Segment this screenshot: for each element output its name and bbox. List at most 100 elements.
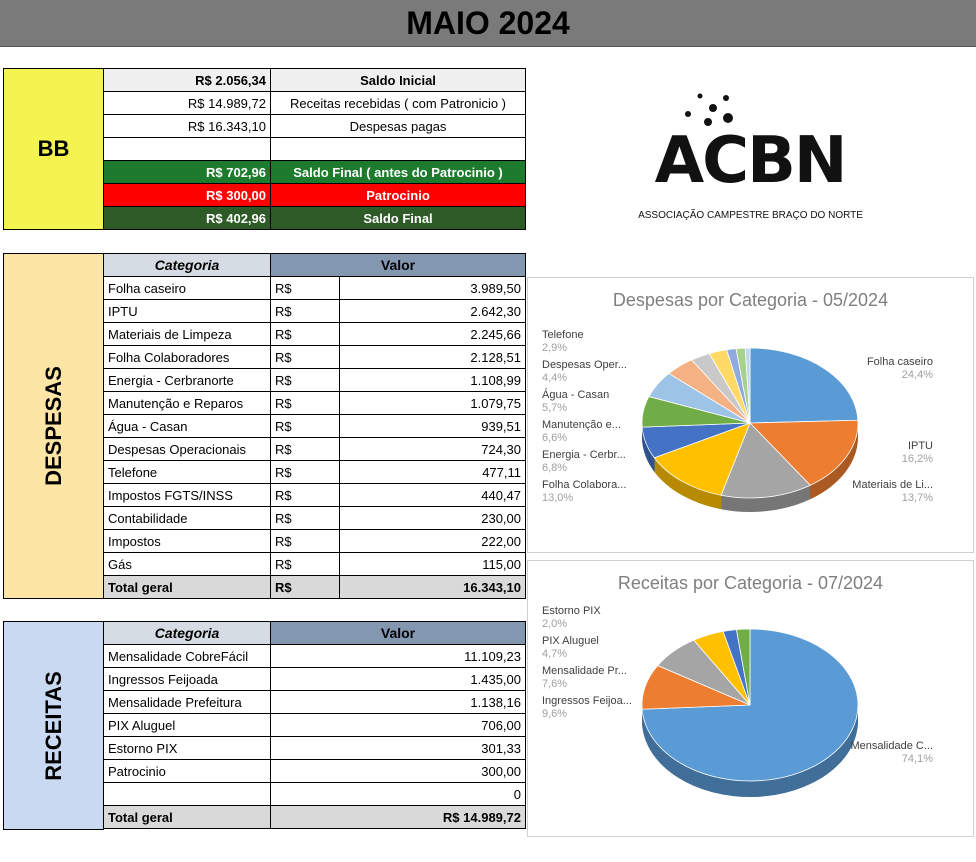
value-cell: 939,51 <box>339 414 526 438</box>
empty-cell <box>270 137 526 161</box>
table-row: Folha caseiro R$ 3.989,50 <box>103 276 526 300</box>
value-cell: 3.989,50 <box>339 276 526 300</box>
label-text: Energia - Cerbr... <box>542 449 626 461</box>
category-cell: Impostos FGTS/INSS <box>103 483 271 507</box>
table-row: R$ 2.056,34 Saldo Inicial <box>103 68 526 92</box>
currency-cell: R$ <box>270 345 340 369</box>
table-row: Mensalidade Prefeitura 1.138,16 <box>103 690 526 714</box>
label-pct: 2,9% <box>542 342 568 354</box>
table-row: Gás R$ 115,00 <box>103 552 526 576</box>
table-row: Mensalidade CobreFácil 11.109,23 <box>103 644 526 668</box>
value-cell: 11.109,23 <box>270 644 526 668</box>
saldo-inicial-label: Saldo Inicial <box>270 68 526 92</box>
receitas-label-text: RECEITAS <box>40 670 66 781</box>
currency-cell: R$ <box>270 506 340 530</box>
value-cell: 477,11 <box>339 460 526 484</box>
category-cell <box>103 782 271 806</box>
currency-cell: R$ <box>270 322 340 346</box>
category-cell: Contabilidade <box>103 506 271 530</box>
category-cell: PIX Aluguel <box>103 713 271 737</box>
data-label: Estorno PIX 2,0% <box>542 605 601 631</box>
table-row: R$ 402,96 Saldo Final <box>103 206 526 230</box>
currency-cell: R$ <box>270 414 340 438</box>
despesas-value: R$ 16.343,10 <box>103 114 271 138</box>
data-label: Energia - Cerbr... 6,8% <box>542 449 626 475</box>
label-pct: 16,2% <box>901 453 933 465</box>
category-cell: Ingressos Feijoada <box>103 667 271 691</box>
pie-slice[interactable] <box>749 347 859 424</box>
table-row: Impostos FGTS/INSS R$ 440,47 <box>103 483 526 507</box>
category-cell: Materiais de Limpeza <box>103 322 271 346</box>
table-row: Contabilidade R$ 230,00 <box>103 506 526 530</box>
value-cell: 706,00 <box>270 713 526 737</box>
category-cell: Mensalidade CobreFácil <box>103 644 271 668</box>
table-row: Despesas Operacionais R$ 724,30 <box>103 437 526 461</box>
category-cell: Energia - Cerbranorte <box>103 368 271 392</box>
label-pct: 74,1% <box>901 753 933 765</box>
saldo-antes-value: R$ 702,96 <box>103 160 271 184</box>
page-title: MAIO 2024 <box>0 0 976 47</box>
label-text: PIX Aluguel <box>542 635 599 647</box>
label-text: Telefone <box>542 329 584 341</box>
pie-slice[interactable] <box>653 422 751 496</box>
saldo-antes-label: Saldo Final ( antes do Patrocinio ) <box>270 160 526 184</box>
acbn-logo: ACBN ASSOCIAÇÃO CAMPESTRE BRAÇO DO NORTE <box>628 90 873 230</box>
logo-graphic: ACBN <box>655 93 847 198</box>
pie-slice[interactable] <box>735 628 751 706</box>
total-label: Total geral <box>103 575 271 599</box>
value-cell: 440,47 <box>339 483 526 507</box>
data-label: Mensalidade C... 74,1% <box>850 740 933 766</box>
data-label: Telefone 2,9% <box>542 329 584 355</box>
empty-cell <box>103 137 271 161</box>
value-cell: 2.128,51 <box>339 345 526 369</box>
data-label: Materiais de Li... 13,7% <box>852 479 933 505</box>
table-row: Folha Colaboradores R$ 2.128,51 <box>103 345 526 369</box>
svg-text:ACBN: ACBN <box>655 124 846 198</box>
label-text: Despesas Oper... <box>542 359 627 371</box>
data-label: Folha caseiro 24,4% <box>867 356 933 382</box>
data-label: Folha Colabora... 13,0% <box>542 479 626 505</box>
table-row: Água - Casan R$ 939,51 <box>103 414 526 438</box>
category-cell: Gás <box>103 552 271 576</box>
pie-slice[interactable] <box>720 422 811 499</box>
pie-slice[interactable] <box>749 419 859 486</box>
category-cell: Telefone <box>103 460 271 484</box>
label-text: Manutenção e... <box>542 419 621 431</box>
category-cell: Estorno PIX <box>103 736 271 760</box>
pie-slice[interactable] <box>744 347 751 424</box>
despesas-label: DESPESAS <box>3 253 104 599</box>
table-row: Ingressos Feijoada 1.435,00 <box>103 667 526 691</box>
currency-cell: R$ <box>270 575 340 599</box>
label-text: Folha caseiro <box>866 356 933 368</box>
table-row: PIX Aluguel 706,00 <box>103 713 526 737</box>
data-label: PIX Aluguel 4,7% <box>542 635 599 661</box>
label-pct: 6,8% <box>542 462 568 474</box>
table-row: R$ 16.343,10 Despesas pagas <box>103 114 526 138</box>
logo-subtitle: ASSOCIAÇÃO CAMPESTRE BRAÇO DO NORTE <box>638 210 863 221</box>
category-cell: Folha caseiro <box>103 276 271 300</box>
value-cell: 222,00 <box>339 529 526 553</box>
data-label: Despesas Oper... 4,4% <box>542 359 627 385</box>
receitas-label: RECEITAS <box>3 621 104 830</box>
column-header-categoria: Categoria <box>103 253 271 277</box>
currency-cell: R$ <box>270 552 340 576</box>
table-header: Categoria Valor <box>103 253 526 277</box>
data-label: Ingressos Feijoa... 9,6% <box>542 695 632 721</box>
receitas-pie-chart[interactable]: Receitas por Categoria - 07/2024 Mensali… <box>527 560 974 837</box>
value-cell: 300,00 <box>270 759 526 783</box>
saldo-final-label: Saldo Final <box>270 206 526 230</box>
despesas-pie-chart[interactable]: Despesas por Categoria - 05/2024 Folha c… <box>527 277 974 553</box>
table-row: IPTU R$ 2.642,30 <box>103 299 526 323</box>
category-cell: Despesas Operacionais <box>103 437 271 461</box>
label-pct: 9,6% <box>542 708 568 720</box>
category-cell: Patrocinio <box>103 759 271 783</box>
table-row: Energia - Cerbranorte R$ 1.108,99 <box>103 368 526 392</box>
saldo-inicial-value: R$ 2.056,34 <box>103 68 271 92</box>
despesas-table: Categoria Valor Folha caseiro R$ 3.989,50 IP… <box>103 253 526 599</box>
table-row: R$ 300,00 Patrocinio <box>103 183 526 207</box>
bb-summary-table: R$ 2.056,34 Saldo Inicial R$ 14.989,72 Rec… <box>103 68 526 230</box>
data-label: IPTU 16,2% <box>902 440 933 466</box>
category-cell: Água - Casan <box>103 414 271 438</box>
label-text: IPTU <box>907 440 933 452</box>
label-pct: 7,6% <box>542 678 568 690</box>
